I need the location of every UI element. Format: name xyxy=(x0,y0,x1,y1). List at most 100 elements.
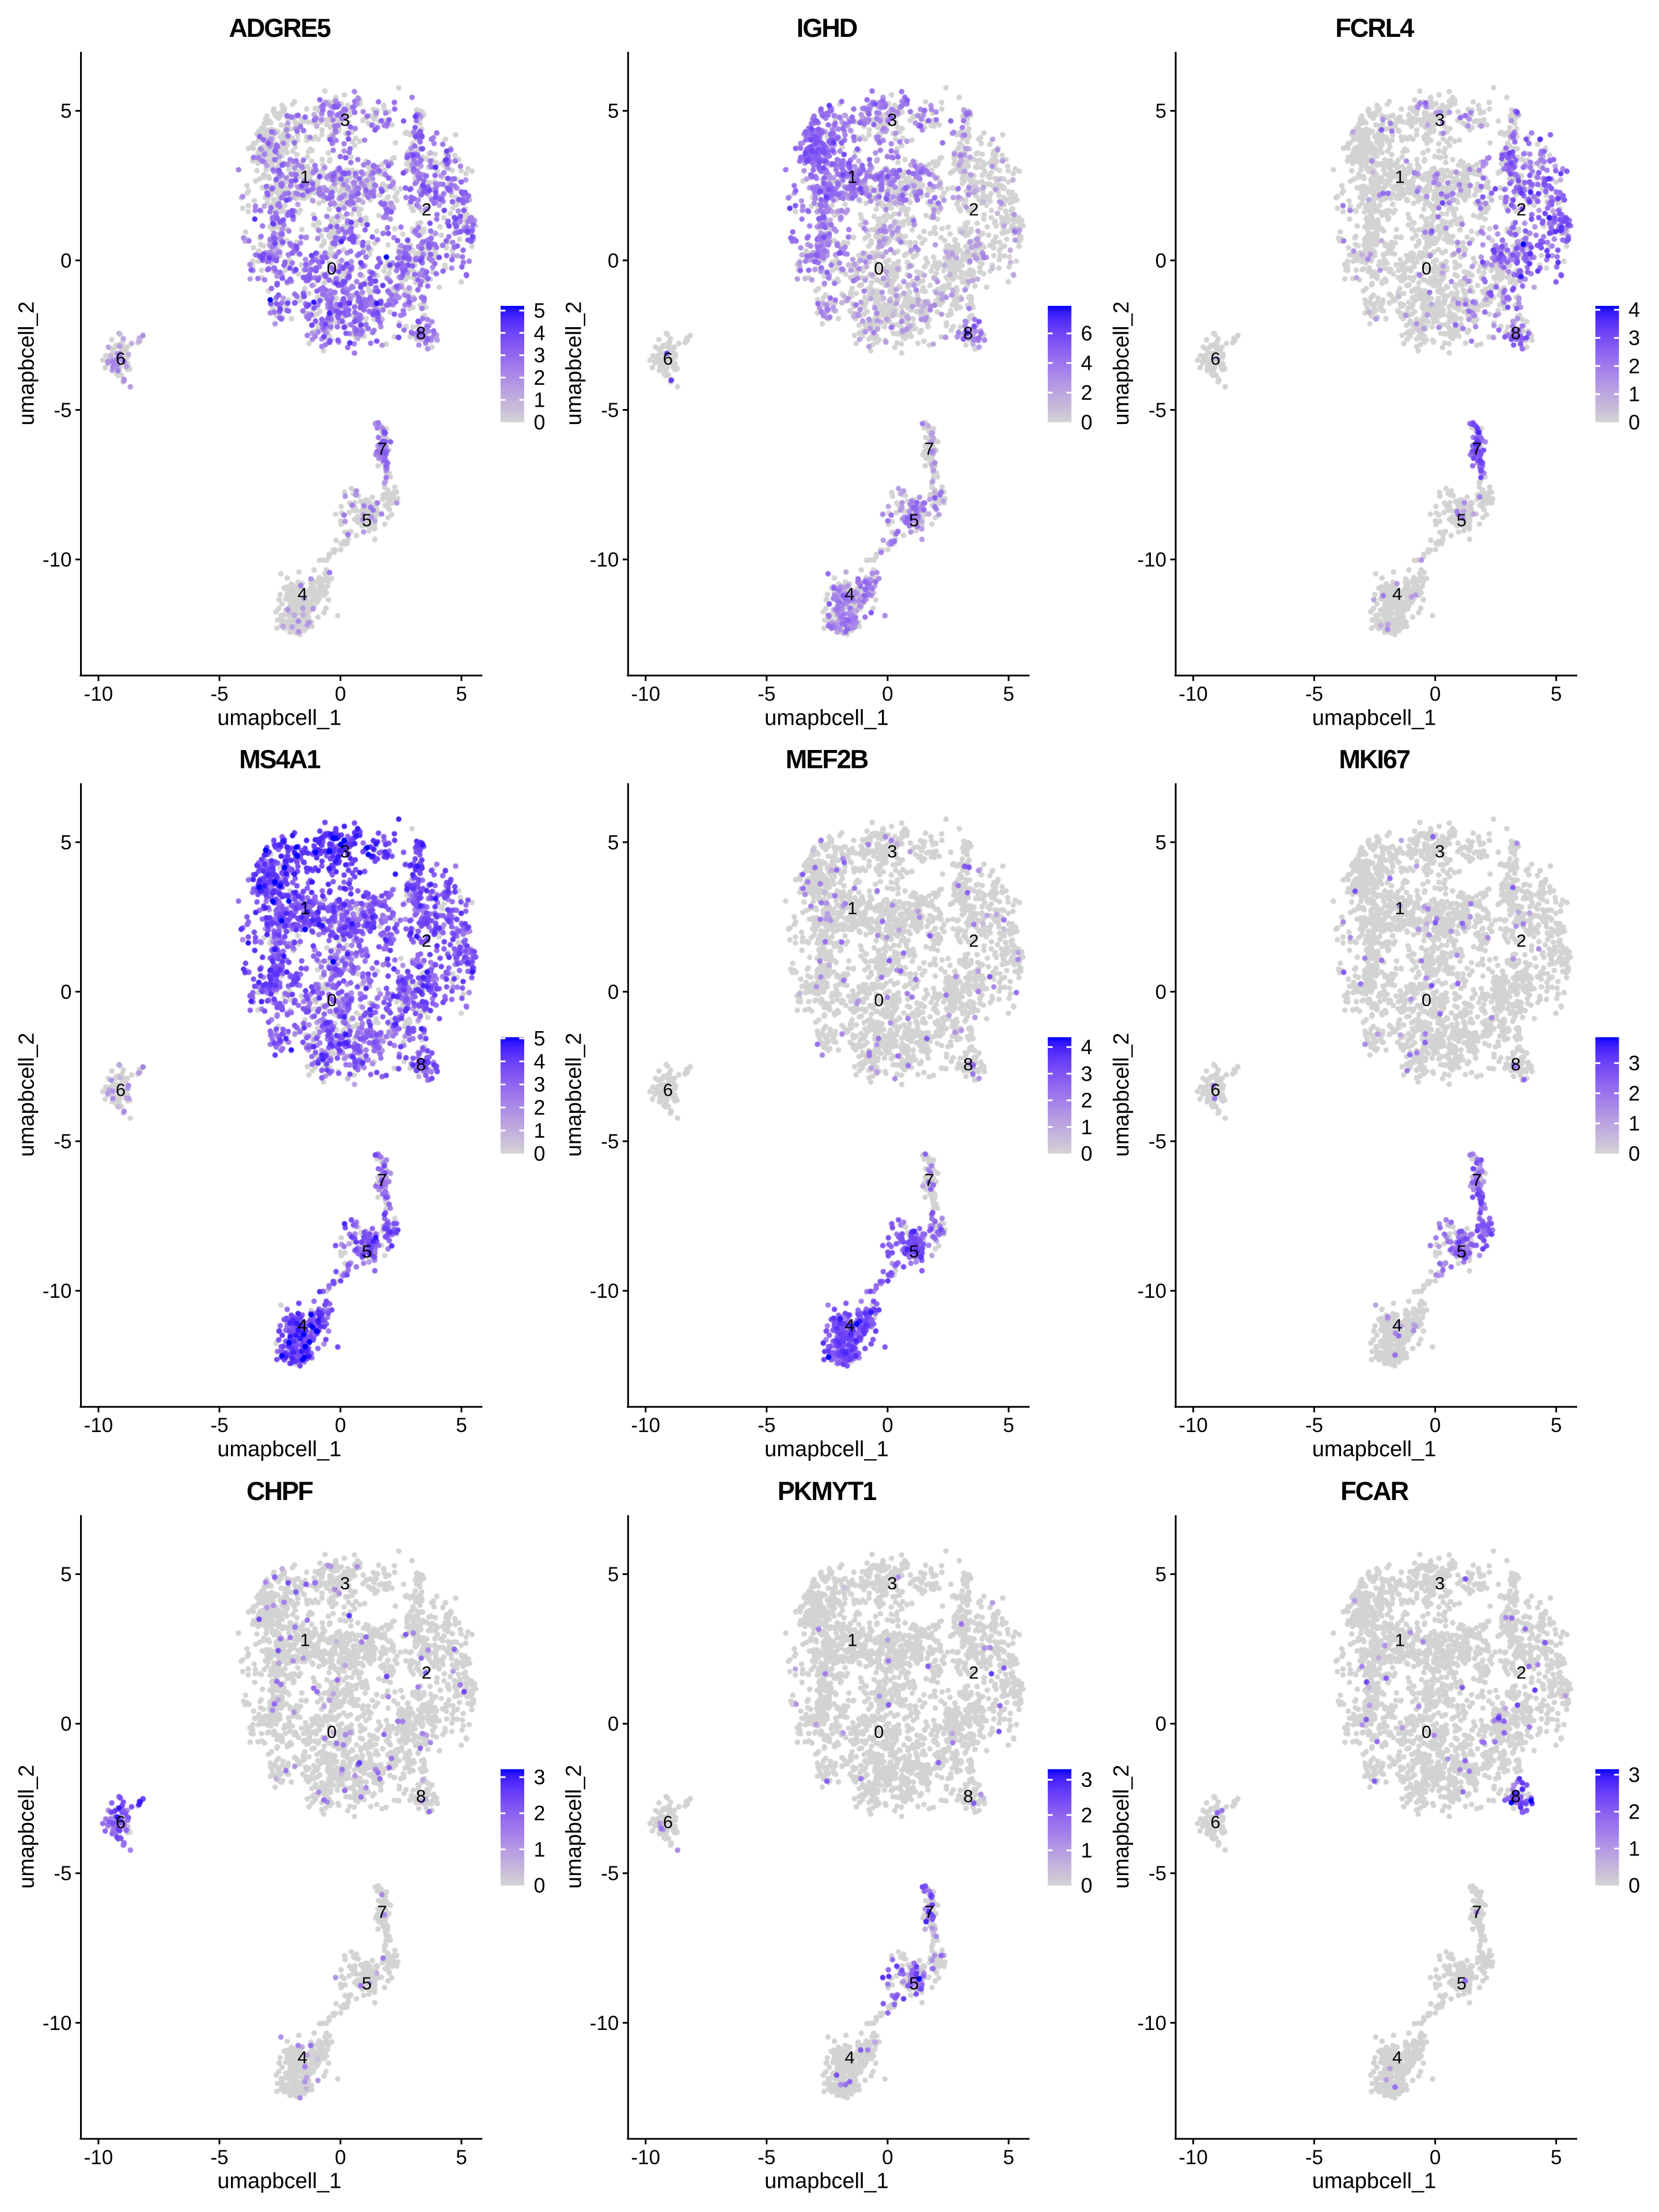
svg-text:-5: -5 xyxy=(210,1414,228,1437)
svg-text:2: 2 xyxy=(969,199,979,219)
svg-text:umapbcell_1: umapbcell_1 xyxy=(764,1437,888,1461)
svg-text:2: 2 xyxy=(1628,354,1640,378)
svg-text:4: 4 xyxy=(297,1315,307,1335)
svg-text:1: 1 xyxy=(533,388,545,412)
svg-text:6: 6 xyxy=(663,349,673,369)
svg-text:3: 3 xyxy=(1081,1768,1092,1791)
svg-text:4: 4 xyxy=(1628,298,1640,321)
svg-text:1: 1 xyxy=(847,166,857,187)
svg-text:6: 6 xyxy=(663,1812,673,1832)
svg-text:1: 1 xyxy=(533,1838,545,1861)
svg-text:umapbcell_2: umapbcell_2 xyxy=(562,301,586,425)
svg-text:MS4A1: MS4A1 xyxy=(239,744,320,774)
svg-text:2: 2 xyxy=(1628,1081,1640,1105)
svg-text:umapbcell_1: umapbcell_1 xyxy=(217,1437,341,1461)
svg-text:3: 3 xyxy=(1435,1573,1445,1593)
svg-text:umapbcell_1: umapbcell_1 xyxy=(217,706,341,730)
svg-text:7: 7 xyxy=(1472,1902,1482,1922)
svg-text:2: 2 xyxy=(422,1662,431,1683)
svg-text:8: 8 xyxy=(416,1786,426,1806)
svg-text:0: 0 xyxy=(60,249,71,272)
svg-text:PKMYT1: PKMYT1 xyxy=(778,1476,877,1506)
svg-text:umapbcell_1: umapbcell_1 xyxy=(217,2169,341,2194)
svg-text:3: 3 xyxy=(340,110,350,130)
svg-text:3: 3 xyxy=(1628,1051,1640,1075)
svg-text:umapbcell_2: umapbcell_2 xyxy=(1109,1764,1134,1888)
svg-text:8: 8 xyxy=(1511,1786,1521,1806)
svg-text:6: 6 xyxy=(116,1812,126,1832)
svg-text:-10: -10 xyxy=(1179,683,1208,706)
svg-text:4: 4 xyxy=(1392,1315,1402,1335)
svg-text:3: 3 xyxy=(1628,1763,1640,1786)
svg-text:4: 4 xyxy=(1392,2047,1402,2067)
svg-text:0: 0 xyxy=(335,1414,346,1437)
svg-text:-10: -10 xyxy=(631,1414,661,1437)
svg-text:2: 2 xyxy=(1516,931,1526,951)
svg-text:0: 0 xyxy=(1628,1142,1640,1165)
svg-text:ADGRE5: ADGRE5 xyxy=(229,13,331,43)
svg-text:5: 5 xyxy=(1003,683,1014,706)
svg-text:5: 5 xyxy=(1003,1414,1014,1437)
svg-text:1: 1 xyxy=(1628,1112,1640,1135)
svg-text:8: 8 xyxy=(963,1786,973,1806)
svg-text:0: 0 xyxy=(874,990,884,1010)
svg-text:2: 2 xyxy=(533,366,545,389)
svg-text:0: 0 xyxy=(1081,410,1092,434)
svg-text:2: 2 xyxy=(969,931,979,951)
svg-text:1: 1 xyxy=(1395,166,1405,187)
svg-text:6: 6 xyxy=(1210,1812,1220,1832)
svg-text:-10: -10 xyxy=(1137,1280,1166,1302)
svg-text:umapbcell_2: umapbcell_2 xyxy=(562,1764,586,1888)
svg-text:4: 4 xyxy=(297,584,307,604)
svg-text:8: 8 xyxy=(416,323,426,343)
svg-text:-5: -5 xyxy=(1149,1131,1166,1153)
svg-text:4: 4 xyxy=(297,2047,307,2067)
svg-text:4: 4 xyxy=(844,2047,854,2067)
svg-text:6: 6 xyxy=(1210,1080,1220,1100)
svg-text:7: 7 xyxy=(377,1170,387,1190)
svg-text:-10: -10 xyxy=(590,1280,619,1302)
svg-text:3: 3 xyxy=(1435,110,1445,130)
svg-text:0: 0 xyxy=(533,1874,545,1897)
svg-text:CHPF: CHPF xyxy=(247,1476,313,1506)
svg-text:umapbcell_2: umapbcell_2 xyxy=(15,1764,39,1888)
svg-text:-10: -10 xyxy=(590,549,619,571)
svg-text:umapbcell_1: umapbcell_1 xyxy=(764,706,888,730)
svg-text:-5: -5 xyxy=(757,683,775,706)
svg-text:2: 2 xyxy=(1081,1803,1092,1827)
svg-text:umapbcell_2: umapbcell_2 xyxy=(15,1033,39,1157)
svg-text:6: 6 xyxy=(663,1080,673,1100)
svg-text:7: 7 xyxy=(1472,438,1482,459)
svg-text:1: 1 xyxy=(300,898,310,918)
svg-text:-10: -10 xyxy=(84,2146,113,2169)
svg-text:-5: -5 xyxy=(1305,1414,1323,1437)
svg-text:0: 0 xyxy=(882,1414,893,1437)
svg-text:0: 0 xyxy=(1156,249,1166,272)
svg-text:-10: -10 xyxy=(84,1414,113,1437)
svg-text:MEF2B: MEF2B xyxy=(786,744,868,774)
svg-text:1: 1 xyxy=(300,1630,310,1650)
svg-text:3: 3 xyxy=(1081,1062,1092,1085)
svg-text:7: 7 xyxy=(377,438,387,459)
svg-text:IGHD: IGHD xyxy=(797,13,857,43)
svg-text:2: 2 xyxy=(422,931,431,951)
svg-text:5: 5 xyxy=(608,1563,619,1586)
svg-text:-10: -10 xyxy=(43,1280,72,1302)
svg-text:-10: -10 xyxy=(84,683,113,706)
svg-text:2: 2 xyxy=(1516,199,1526,219)
svg-text:-5: -5 xyxy=(601,1862,619,1885)
svg-text:3: 3 xyxy=(1435,841,1445,861)
svg-text:5: 5 xyxy=(533,299,545,323)
svg-text:5: 5 xyxy=(362,1241,372,1262)
svg-text:7: 7 xyxy=(377,1902,387,1922)
svg-text:0: 0 xyxy=(533,1142,545,1165)
svg-text:MKI67: MKI67 xyxy=(1339,744,1410,774)
svg-text:5: 5 xyxy=(909,510,919,530)
svg-text:umapbcell_1: umapbcell_1 xyxy=(1312,1437,1436,1461)
svg-text:4: 4 xyxy=(1392,584,1402,604)
svg-text:-10: -10 xyxy=(1137,2012,1166,2035)
svg-text:0: 0 xyxy=(533,410,545,434)
svg-text:5: 5 xyxy=(1003,2146,1014,2169)
svg-text:-5: -5 xyxy=(757,1414,775,1437)
svg-text:5: 5 xyxy=(362,510,372,530)
